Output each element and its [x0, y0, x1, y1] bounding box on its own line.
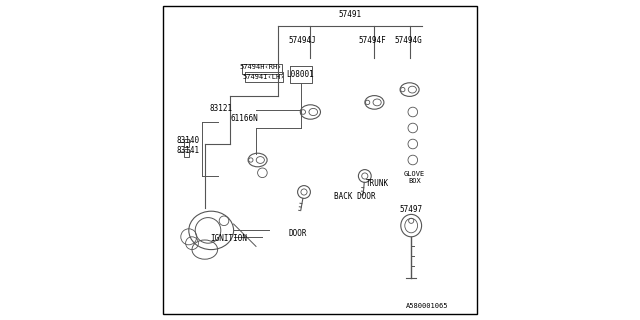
Bar — [184, 149, 189, 157]
Text: 83140: 83140 — [177, 136, 200, 145]
Text: BACK DOOR: BACK DOOR — [334, 192, 376, 201]
Text: 61166N: 61166N — [231, 114, 259, 123]
Text: DOOR: DOOR — [289, 229, 307, 238]
Text: A580001065: A580001065 — [406, 303, 449, 308]
Text: 83141: 83141 — [177, 146, 200, 155]
Text: 57494H‹RH›: 57494H‹RH› — [239, 64, 282, 70]
Text: 57494F: 57494F — [359, 36, 387, 44]
Text: TRUNK: TRUNK — [365, 180, 388, 188]
Text: 57494I‹LH›: 57494I‹LH› — [243, 74, 285, 80]
Text: 57494J: 57494J — [289, 36, 316, 44]
Text: IGNITION: IGNITION — [211, 234, 247, 243]
Text: 57491: 57491 — [339, 10, 362, 19]
Text: L08001: L08001 — [286, 70, 314, 79]
Text: 57497: 57497 — [399, 205, 423, 214]
Text: GLOVE
BOX: GLOVE BOX — [404, 171, 425, 184]
Text: 57494G: 57494G — [394, 36, 422, 44]
Bar — [184, 139, 189, 147]
Text: 83121: 83121 — [210, 104, 233, 113]
